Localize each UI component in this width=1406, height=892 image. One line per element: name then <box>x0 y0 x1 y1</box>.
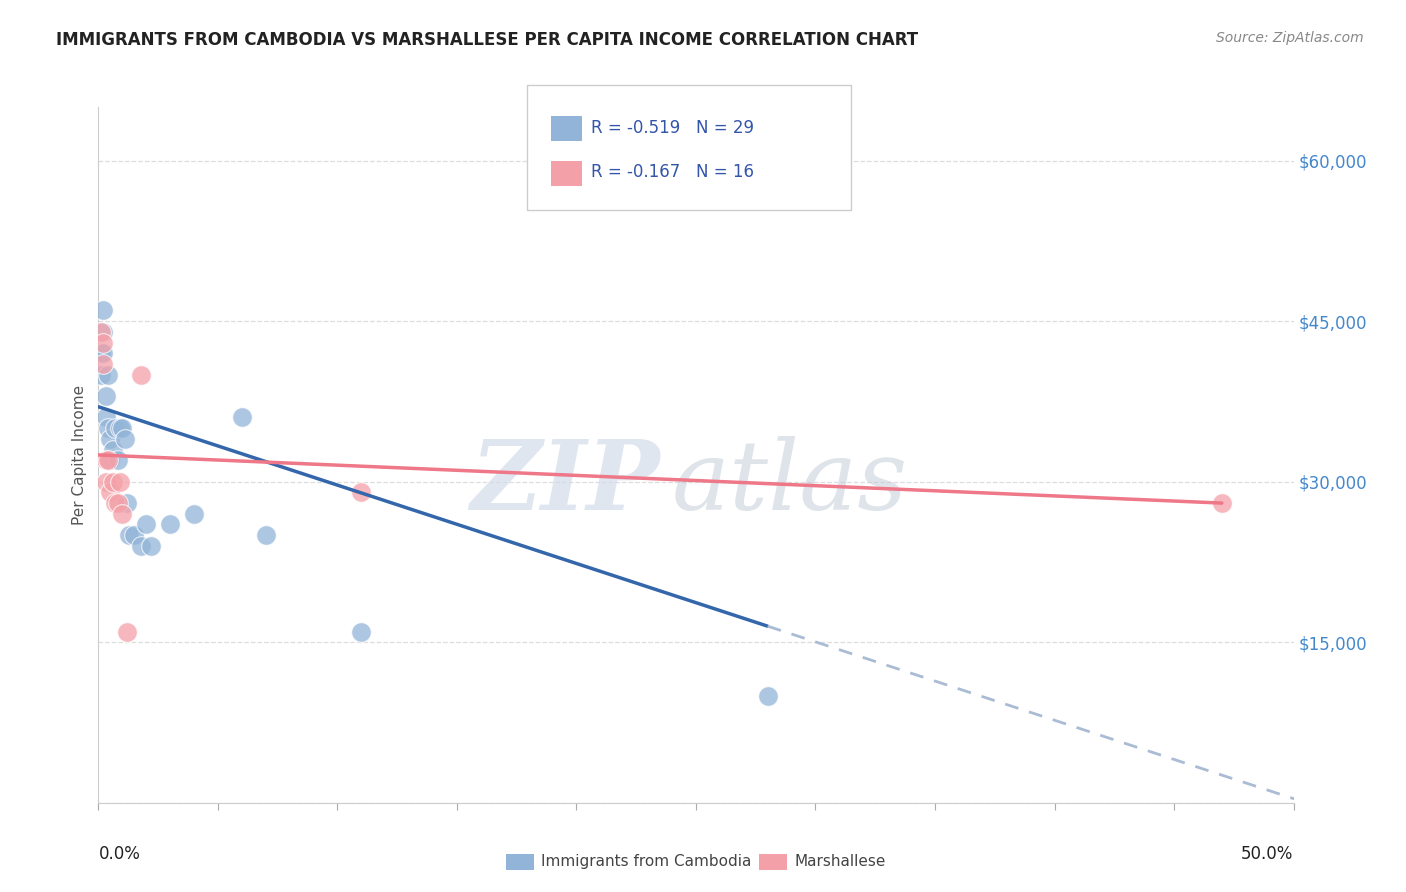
Point <box>756 689 779 703</box>
Point <box>98 485 122 500</box>
Point <box>97 368 120 382</box>
Text: 50.0%: 50.0% <box>1241 845 1294 863</box>
Point <box>131 368 153 382</box>
Point <box>90 325 112 339</box>
Point <box>94 475 117 489</box>
Point <box>139 539 162 553</box>
Point <box>101 475 124 489</box>
Point <box>104 421 127 435</box>
Point <box>118 528 141 542</box>
Point <box>350 485 373 500</box>
Text: ZIP: ZIP <box>471 436 661 530</box>
Point <box>115 624 138 639</box>
Point <box>111 421 134 435</box>
Point <box>98 432 122 446</box>
Point <box>101 442 124 457</box>
Point <box>108 475 131 489</box>
Text: Source: ZipAtlas.com: Source: ZipAtlas.com <box>1216 31 1364 45</box>
Point <box>91 335 114 350</box>
Point <box>108 421 131 435</box>
Point <box>115 496 138 510</box>
Point <box>98 453 122 467</box>
Point <box>91 325 114 339</box>
Point <box>350 624 373 639</box>
Point <box>107 496 129 510</box>
Point <box>94 410 117 425</box>
Point <box>107 453 129 467</box>
Point <box>124 528 146 542</box>
Text: R = -0.519   N = 29: R = -0.519 N = 29 <box>591 119 754 136</box>
Point <box>131 539 153 553</box>
Text: R = -0.167   N = 16: R = -0.167 N = 16 <box>591 163 754 181</box>
Point <box>104 496 127 510</box>
Point <box>90 368 112 382</box>
Text: Immigrants from Cambodia: Immigrants from Cambodia <box>541 855 752 869</box>
Point <box>111 507 134 521</box>
Point <box>183 507 205 521</box>
Point <box>97 453 120 467</box>
Point <box>1211 496 1233 510</box>
Point <box>135 517 157 532</box>
Text: 0.0%: 0.0% <box>98 845 141 863</box>
Text: Marshallese: Marshallese <box>794 855 886 869</box>
Point <box>97 421 120 435</box>
Point <box>114 432 136 446</box>
Point <box>91 303 114 318</box>
Point <box>91 346 114 360</box>
Point <box>91 357 114 371</box>
Text: IMMIGRANTS FROM CAMBODIA VS MARSHALLESE PER CAPITA INCOME CORRELATION CHART: IMMIGRANTS FROM CAMBODIA VS MARSHALLESE … <box>56 31 918 49</box>
Y-axis label: Per Capita Income: Per Capita Income <box>72 384 87 525</box>
Point <box>159 517 181 532</box>
Point <box>231 410 253 425</box>
Text: atlas: atlas <box>672 436 908 530</box>
Point <box>90 346 112 360</box>
Point <box>254 528 277 542</box>
Point <box>94 389 117 403</box>
Point <box>94 453 117 467</box>
